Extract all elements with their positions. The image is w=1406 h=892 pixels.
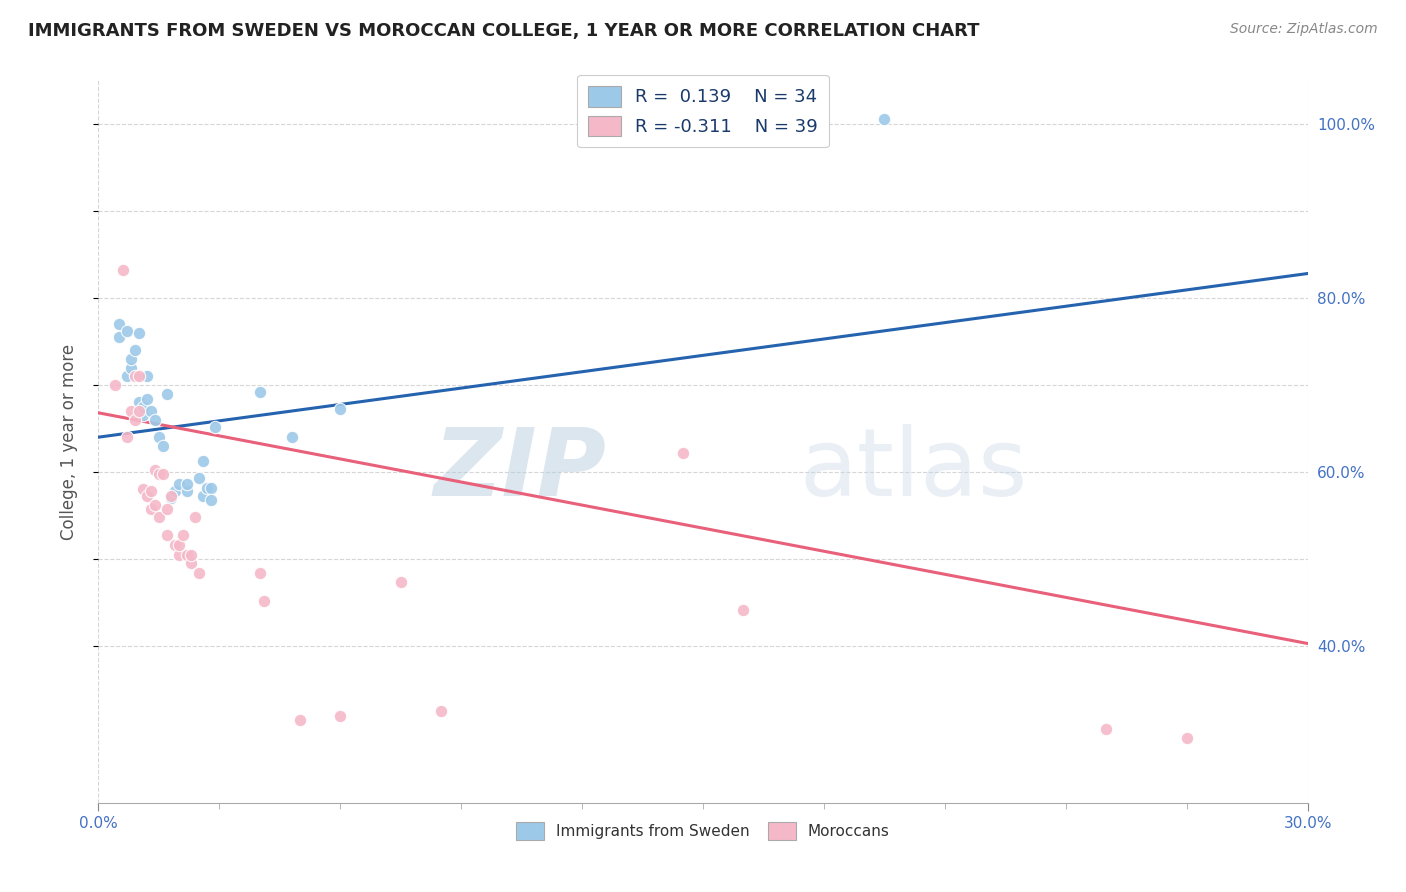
Point bbox=[156, 386, 179, 401]
Point bbox=[107, 330, 129, 344]
Point bbox=[120, 351, 142, 366]
Point bbox=[148, 467, 170, 481]
Point bbox=[143, 463, 166, 477]
Point bbox=[128, 369, 150, 384]
Point bbox=[193, 489, 215, 503]
Text: Source: ZipAtlas.com: Source: ZipAtlas.com bbox=[1230, 22, 1378, 37]
Point bbox=[120, 404, 142, 418]
Point bbox=[329, 708, 352, 723]
Point bbox=[128, 395, 150, 409]
Point bbox=[163, 484, 186, 499]
Point bbox=[389, 574, 412, 589]
Point bbox=[430, 705, 453, 719]
Point bbox=[288, 713, 311, 727]
Point bbox=[195, 481, 218, 495]
Point bbox=[184, 510, 207, 524]
Point bbox=[1095, 722, 1118, 736]
Point bbox=[188, 566, 211, 580]
Y-axis label: College, 1 year or more: College, 1 year or more bbox=[59, 343, 77, 540]
Point bbox=[143, 413, 166, 427]
Point bbox=[115, 430, 138, 444]
Point bbox=[143, 498, 166, 512]
Point bbox=[135, 489, 157, 503]
Point bbox=[120, 360, 142, 375]
Point bbox=[281, 430, 304, 444]
Point bbox=[103, 378, 125, 392]
Point bbox=[204, 419, 226, 434]
Point bbox=[672, 446, 695, 460]
Point bbox=[152, 439, 174, 453]
Point bbox=[176, 548, 198, 562]
Point bbox=[193, 453, 215, 467]
Point bbox=[176, 484, 198, 499]
Point bbox=[148, 430, 170, 444]
Point bbox=[249, 384, 271, 399]
Point bbox=[139, 484, 162, 499]
Point bbox=[160, 489, 183, 503]
Point bbox=[139, 501, 162, 516]
Point bbox=[176, 477, 198, 491]
Point bbox=[107, 317, 129, 331]
Point bbox=[163, 538, 186, 552]
Point bbox=[124, 343, 146, 358]
Point bbox=[132, 409, 155, 423]
Point bbox=[124, 413, 146, 427]
Point bbox=[128, 404, 150, 418]
Point bbox=[132, 400, 155, 414]
Point bbox=[111, 263, 134, 277]
Point bbox=[1175, 731, 1198, 745]
Point bbox=[873, 112, 896, 127]
Point bbox=[135, 369, 157, 384]
Point bbox=[167, 538, 190, 552]
Point bbox=[180, 548, 202, 562]
Point bbox=[132, 483, 155, 497]
Text: ZIP: ZIP bbox=[433, 425, 606, 516]
Point bbox=[156, 527, 179, 541]
Point bbox=[188, 471, 211, 485]
Point bbox=[128, 326, 150, 340]
Point bbox=[115, 324, 138, 338]
Point bbox=[172, 527, 194, 541]
Point bbox=[115, 369, 138, 384]
Point bbox=[200, 492, 222, 507]
Point bbox=[167, 477, 190, 491]
Point bbox=[253, 594, 276, 608]
Point bbox=[160, 491, 183, 505]
Point bbox=[329, 402, 352, 417]
Point bbox=[200, 481, 222, 495]
Point bbox=[180, 557, 202, 571]
Point bbox=[124, 369, 146, 384]
Point bbox=[167, 548, 190, 562]
Point bbox=[152, 467, 174, 481]
Point bbox=[156, 501, 179, 516]
Point bbox=[148, 510, 170, 524]
Point bbox=[135, 392, 157, 406]
Legend: Immigrants from Sweden, Moroccans: Immigrants from Sweden, Moroccans bbox=[510, 816, 896, 846]
Text: atlas: atlas bbox=[800, 425, 1028, 516]
Point bbox=[139, 404, 162, 418]
Point bbox=[249, 566, 271, 580]
Text: IMMIGRANTS FROM SWEDEN VS MOROCCAN COLLEGE, 1 YEAR OR MORE CORRELATION CHART: IMMIGRANTS FROM SWEDEN VS MOROCCAN COLLE… bbox=[28, 22, 980, 40]
Point bbox=[733, 602, 755, 616]
